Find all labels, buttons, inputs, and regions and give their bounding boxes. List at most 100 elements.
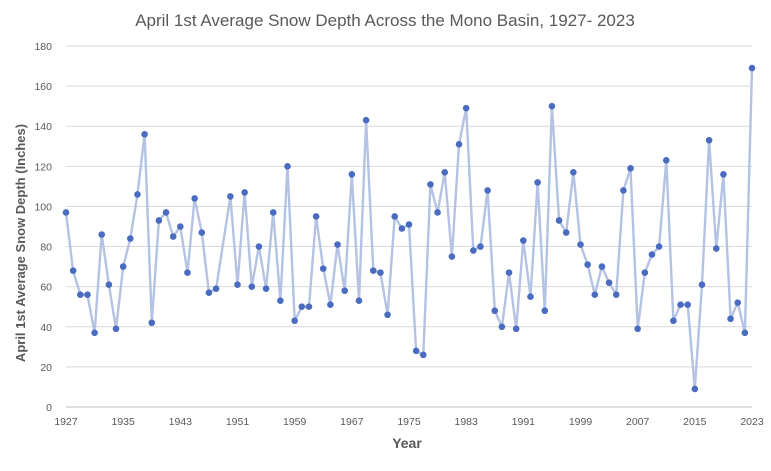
data-point <box>712 245 720 252</box>
data-point <box>241 189 248 196</box>
data-point <box>720 171 727 178</box>
data-point <box>255 243 263 250</box>
data-point <box>612 291 620 298</box>
data-point <box>419 351 427 359</box>
x-tick-label: 1967 <box>340 416 364 428</box>
x-tick-label: 1975 <box>397 416 421 428</box>
data-point <box>205 289 213 296</box>
y-tick-label: 160 <box>34 81 52 93</box>
data-point <box>670 317 677 325</box>
y-tick-label: 100 <box>34 201 52 213</box>
x-tick-label: 1999 <box>569 416 593 428</box>
x-tick-label: 2015 <box>683 416 707 428</box>
data-point <box>541 307 549 315</box>
data-point <box>262 285 270 292</box>
data-point <box>634 325 641 333</box>
grid-lines <box>66 45 752 368</box>
data-point <box>705 136 713 144</box>
data-point <box>648 251 656 258</box>
data-point <box>477 243 484 250</box>
data-point <box>155 217 163 224</box>
data-point <box>484 187 491 194</box>
x-tick-label: 1927 <box>54 416 78 428</box>
y-tick-label: 20 <box>40 362 52 374</box>
data-point <box>98 231 106 238</box>
data-point <box>562 229 570 236</box>
data-point <box>641 269 649 276</box>
y-tick-label: 60 <box>40 282 52 294</box>
data-point <box>384 311 391 319</box>
data-point <box>198 229 206 236</box>
data-point <box>169 233 177 240</box>
data-point <box>369 267 377 274</box>
y-tick-label: 120 <box>34 161 52 173</box>
y-axis-title: April 1st Average Snow Depth (Inches) <box>13 124 28 362</box>
data-point <box>462 104 470 112</box>
data-point <box>305 303 313 311</box>
data-point <box>141 130 148 138</box>
data-point <box>112 325 120 333</box>
data-point <box>584 261 591 268</box>
data-point <box>520 237 527 244</box>
data-point <box>319 265 327 272</box>
x-axis-title: Year <box>392 435 422 451</box>
data-point <box>269 209 277 216</box>
data-point <box>677 301 684 309</box>
data-point <box>627 165 634 172</box>
data-point <box>76 291 84 298</box>
data-point <box>62 209 70 216</box>
data-point <box>234 281 241 288</box>
data-point <box>741 329 749 337</box>
data-point <box>698 281 706 288</box>
data-point <box>362 116 370 124</box>
data-point <box>334 241 341 248</box>
data-point <box>470 247 477 254</box>
series-line <box>64 68 754 391</box>
data-point <box>498 323 506 331</box>
data-point <box>491 307 499 315</box>
data-point <box>548 102 556 110</box>
y-tick-label: 40 <box>40 322 52 334</box>
x-tick-label: 1991 <box>512 416 536 428</box>
data-point <box>69 267 77 274</box>
data-point <box>570 169 577 176</box>
data-point <box>191 195 198 202</box>
data-point <box>348 171 356 178</box>
data-point <box>591 291 599 298</box>
data-point <box>598 263 606 270</box>
data-point <box>291 317 298 325</box>
y-axis-tick-labels: 0 20 40 60 80 100 120 140 160 180 <box>34 41 52 414</box>
data-point <box>391 213 399 220</box>
x-tick-label: 2007 <box>626 416 650 428</box>
data-point <box>119 263 127 270</box>
data-point <box>134 191 141 198</box>
data-point <box>148 319 156 327</box>
data-point <box>398 225 406 232</box>
x-tick-label: 2023 <box>740 416 764 428</box>
data-point <box>555 217 563 224</box>
x-tick-label: 1935 <box>111 416 135 428</box>
x-tick-label: 1943 <box>169 416 193 428</box>
data-point <box>405 221 413 228</box>
data-point <box>277 297 284 305</box>
data-series <box>62 64 756 393</box>
x-tick-label: 1951 <box>226 416 250 428</box>
data-point <box>727 315 734 323</box>
data-point <box>691 385 699 393</box>
data-point <box>284 163 291 170</box>
x-tick-label: 1983 <box>454 416 478 428</box>
data-point <box>512 325 520 333</box>
data-point <box>534 179 541 186</box>
x-axis-tick-labels: 1927 1935 1943 1951 1959 1967 1975 1983 1991 1999… <box>54 416 764 428</box>
data-point <box>341 287 348 294</box>
data-point <box>177 223 184 230</box>
data-point <box>227 193 234 200</box>
data-point <box>620 187 627 194</box>
data-point <box>427 181 434 188</box>
data-point <box>127 235 134 242</box>
y-tick-label: 0 <box>46 402 52 414</box>
data-point <box>312 213 320 220</box>
data-point <box>162 209 170 216</box>
data-point <box>105 281 113 288</box>
